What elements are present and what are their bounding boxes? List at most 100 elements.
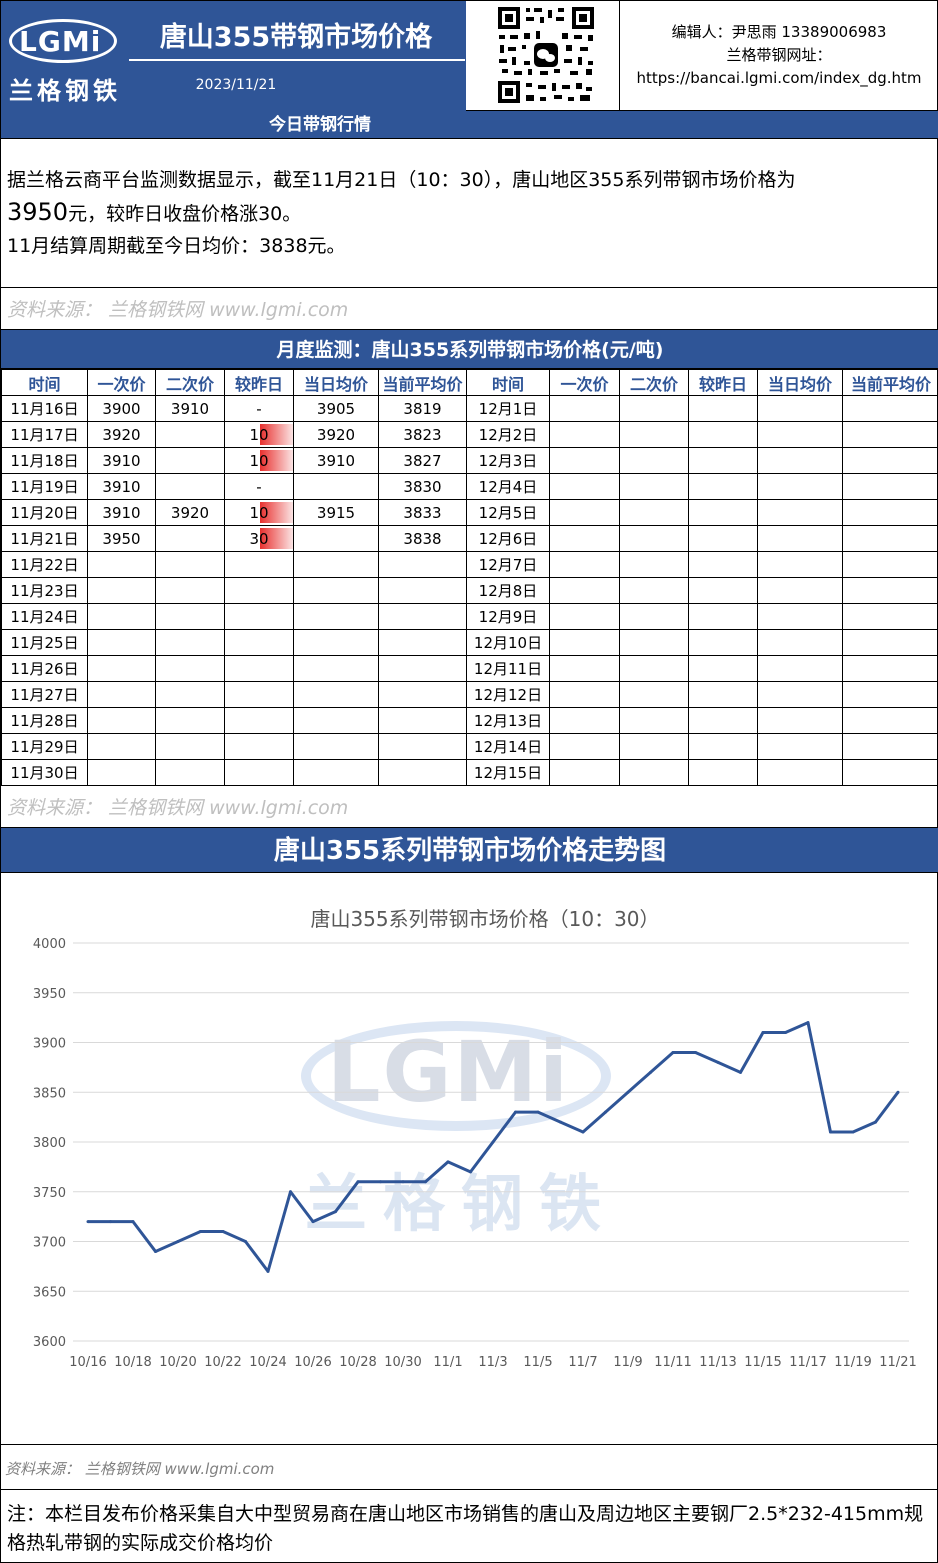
table-cell	[549, 473, 620, 500]
table-cell: 11月17日	[1, 421, 88, 448]
x-tick-label: 10/24	[249, 1355, 286, 1370]
table-cell	[757, 759, 843, 786]
table-cell: 3920	[293, 421, 379, 448]
table-cell	[549, 421, 620, 448]
logo-cn-text: 兰格钢铁	[9, 76, 121, 105]
table-cell: 12月1日	[466, 395, 550, 422]
lgmi-watermark: LGMi 兰格钢铁	[291, 1013, 631, 1240]
table-cell: 3950	[87, 525, 156, 552]
table-cell	[842, 759, 938, 786]
table-cell: 11月16日	[1, 395, 88, 422]
table-row: 11月23日 12月8日	[1, 577, 938, 604]
table-cell	[688, 421, 758, 448]
table-cell	[293, 551, 379, 578]
table-cell	[757, 499, 843, 526]
column-header: 较昨日	[688, 369, 758, 396]
section-chart-heading: 唐山355系列带钢市场价格走势图	[1, 827, 938, 873]
table-cell	[155, 447, 225, 474]
monthly-price-table: 时间 一次价 二次价 较昨日 当日均价 当前平均价 时间 一次价 二次价 较昨日 当日均价 当前平均价…	[1, 369, 938, 786]
x-tick-label: 11/19	[834, 1355, 871, 1370]
table-cell	[293, 733, 379, 760]
table-cell: 3819	[378, 395, 467, 422]
data-point	[716, 1060, 720, 1064]
table-cell	[757, 551, 843, 578]
table-cell	[224, 759, 294, 786]
table-body: 11月16日 3900 3910-3905 3819 12月1日 11月17日 3920 10…	[1, 395, 938, 786]
table-cell: 12月9日	[466, 603, 550, 630]
x-tick-label: 11/11	[654, 1355, 691, 1370]
chart-grid	[73, 942, 909, 1342]
table-cell: 11月25日	[1, 629, 88, 656]
table-cell: 11月27日	[1, 681, 88, 708]
x-tick-label: 11/13	[699, 1355, 736, 1370]
table-row: 11月24日 12月9日	[1, 603, 938, 630]
table-cell: 12月2日	[466, 421, 550, 448]
table-cell	[619, 603, 689, 630]
table-cell	[688, 447, 758, 474]
table-cell	[757, 733, 843, 760]
column-header: 时间	[1, 369, 88, 396]
section-monthly-heading: 月度监测：唐山355系列带钢市场价格(元/吨)	[1, 329, 938, 369]
table-cell	[224, 629, 294, 656]
data-point	[356, 1180, 360, 1184]
table-cell	[155, 681, 225, 708]
table-cell	[549, 577, 620, 604]
watermark-logo-text: LGMi	[327, 1023, 570, 1121]
table-cell	[155, 551, 225, 578]
watermark-ring	[301, 1021, 611, 1131]
y-tick-label: 4000	[33, 937, 66, 952]
y-tick-label: 3750	[33, 1186, 66, 1201]
data-point	[559, 1120, 562, 1124]
table-cell	[549, 655, 620, 682]
data-point	[514, 1110, 517, 1114]
source-note[interactable]: 资料来源： 兰格钢铁网 www.lgmi.com	[5, 1460, 275, 1478]
price-series-points	[86, 1021, 900, 1273]
table-cell: 12月11日	[466, 655, 550, 682]
table-cell	[155, 603, 225, 630]
data-point	[469, 1170, 472, 1174]
change-value: 10	[249, 451, 269, 470]
table-cell	[757, 707, 843, 734]
y-tick-label: 3850	[33, 1086, 66, 1101]
x-tick-label: 11/3	[478, 1355, 507, 1370]
table-cell	[619, 759, 689, 786]
data-point	[851, 1130, 855, 1134]
table-cell	[549, 681, 620, 708]
table-cell	[378, 759, 467, 786]
table-cell	[688, 707, 758, 734]
y-axis-ticks: 3600 3650 3700 3750 3800 3850 3900 3950 4000	[33, 937, 66, 1350]
table-cell	[155, 421, 225, 448]
table-cell	[549, 603, 620, 630]
table-cell: 11月26日	[1, 655, 88, 682]
table-cell	[293, 759, 379, 786]
x-tick-label: 10/30	[384, 1355, 421, 1370]
table-cell	[842, 681, 938, 708]
editor-name: 编辑人：尹思雨 13389006983	[671, 23, 887, 41]
summary-line-1: 据兰格云商平台监测数据显示，截至11月21日（10：30），唐山地区355系列带…	[7, 169, 796, 191]
source-note[interactable]: 资料来源： 兰格钢铁网 www.lgmi.com	[7, 797, 349, 819]
data-point	[424, 1180, 427, 1184]
table-cell: 11月21日	[1, 525, 88, 552]
table-cell: 3910	[87, 499, 156, 526]
summary-line-3: 11月结算周期截至今日均价：3838元。	[7, 235, 346, 257]
x-tick-label: 11/7	[568, 1355, 597, 1370]
table-cell	[757, 395, 843, 422]
data-point	[289, 1190, 292, 1194]
table-cell	[688, 759, 758, 786]
table-cell: 3910	[87, 473, 156, 500]
x-tick-label: 11/21	[879, 1355, 916, 1370]
table-cell	[378, 733, 467, 760]
data-point	[244, 1240, 247, 1243]
table-cell	[757, 447, 843, 474]
change-bar	[260, 450, 293, 471]
source-note[interactable]: 资料来源： 兰格钢铁网 www.lgmi.com	[7, 299, 349, 321]
header: LGMi 兰格钢铁 唐山355带钢市场价格 2023/11/21	[1, 1, 938, 111]
site-url-link[interactable]: https://bancai.lgmi.com/index_dg.htm	[636, 69, 922, 87]
table-cell: 3920	[87, 421, 156, 448]
table-cell: 3910	[293, 447, 379, 474]
price-series-line	[88, 1021, 900, 1273]
table-cell	[293, 681, 379, 708]
data-point	[401, 1180, 405, 1184]
table-cell: 12月15日	[466, 759, 550, 786]
